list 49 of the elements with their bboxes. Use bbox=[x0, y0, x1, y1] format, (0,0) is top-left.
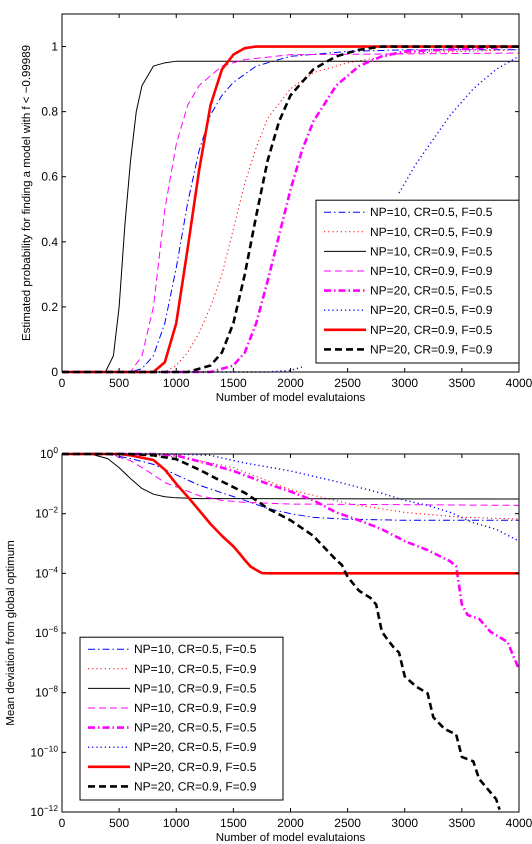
x-tick-label: 4000 bbox=[506, 376, 532, 390]
legend-label: NP=20, CR=0.5, F=0.9 bbox=[370, 303, 493, 318]
y-tick-label: 10$^{−12}$ bbox=[30, 803, 58, 819]
legend-label: NP=20, CR=0.9, F=0.9 bbox=[134, 779, 257, 794]
x-tick-label: 500 bbox=[109, 376, 130, 390]
x-tick-label: 3000 bbox=[391, 816, 418, 830]
x-tick-label: 3500 bbox=[448, 816, 476, 830]
legend-label: NP=20, CR=0.5, F=0.9 bbox=[134, 740, 257, 754]
legend-label: NP=10, CR=0.5, F=0.5 bbox=[134, 642, 257, 656]
x-axis-title: Number of model evalutaions bbox=[216, 392, 366, 404]
legend-label: NP=20, CR=0.9, F=0.5 bbox=[370, 322, 493, 337]
y-tick-label: 10$^{−6}$ bbox=[35, 624, 58, 640]
y-tick-label: 1 bbox=[51, 40, 58, 54]
x-tick-label: 2000 bbox=[277, 816, 304, 830]
y-tick-label: 10$^{0}$ bbox=[40, 445, 58, 461]
y-tick-label: 10$^{−8}$ bbox=[35, 684, 58, 700]
x-tick-label: 2000 bbox=[277, 376, 304, 390]
x-tick-label: 3000 bbox=[391, 376, 418, 390]
legend-label: NP=10, CR=0.9, F=0.5 bbox=[134, 681, 257, 696]
legend-label: NP=20, CR=0.9, F=0.9 bbox=[370, 342, 493, 356]
x-axis-title: Number of model evalutaions bbox=[216, 832, 366, 844]
x-tick-label: 500 bbox=[109, 816, 130, 830]
legend-label: NP=20, CR=0.5, F=0.5 bbox=[370, 284, 493, 298]
legend-label: NP=20, CR=0.5, F=0.5 bbox=[134, 720, 257, 735]
x-tick-label: 2500 bbox=[334, 376, 362, 390]
y-axis-title: Estimated probability for finding a model with f < −0.99989 bbox=[21, 45, 33, 341]
y-tick-label: 0.4 bbox=[41, 234, 58, 249]
y-tick-label: 0.6 bbox=[41, 170, 58, 184]
y-tick-label: 10$^{−4}$ bbox=[35, 564, 58, 580]
legend-label: NP=10, CR=0.9, F=0.9 bbox=[134, 701, 257, 715]
x-tick-label: 1500 bbox=[220, 816, 248, 830]
x-tick-label: 2500 bbox=[334, 816, 362, 830]
legend-label: NP=10, CR=0.5, F=0.5 bbox=[370, 205, 493, 220]
legend-label: NP=10, CR=0.9, F=0.5 bbox=[370, 244, 493, 258]
y-tick-label: 0.8 bbox=[41, 104, 58, 119]
y-tick-label: 0 bbox=[51, 365, 58, 379]
x-tick-label: 3500 bbox=[448, 376, 476, 390]
x-tick-label: 1000 bbox=[162, 376, 190, 390]
y-tick-label: 10$^{−2}$ bbox=[35, 504, 58, 521]
legend-label: NP=10, CR=0.5, F=0.9 bbox=[134, 662, 257, 676]
x-tick-label: 1000 bbox=[162, 816, 190, 830]
x-tick-label: 4000 bbox=[506, 816, 532, 830]
x-tick-label: 1500 bbox=[220, 376, 248, 390]
legend-label: NP=10, CR=0.5, F=0.9 bbox=[370, 224, 493, 239]
y-tick-label: 10$^{−10}$ bbox=[30, 743, 58, 760]
legend-label: NP=10, CR=0.9, F=0.9 bbox=[370, 264, 493, 278]
y-axis-title: Mean deviation from global optimum bbox=[5, 540, 17, 726]
legend-label: NP=20, CR=0.9, F=0.5 bbox=[134, 760, 257, 774]
y-tick-label: 0.2 bbox=[41, 300, 58, 314]
